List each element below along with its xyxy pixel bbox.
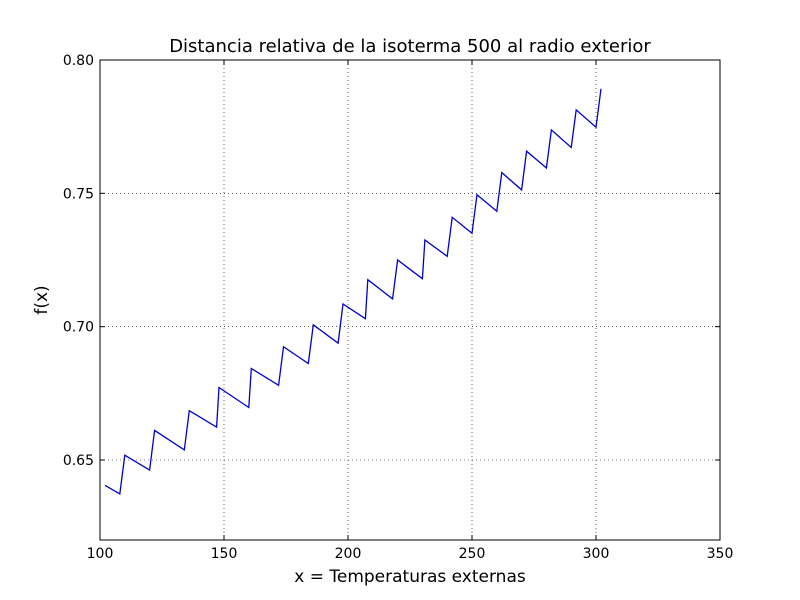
x-tick-label: 250	[459, 546, 486, 562]
x-tick-label: 300	[583, 546, 610, 562]
series-layer	[104, 88, 602, 495]
ticks: 100 150 200 250 300 350 0.65 0.70 0.75 0.80	[63, 53, 734, 562]
x-tick-label: 200	[335, 546, 362, 562]
y-axis-title: f(x)	[32, 285, 52, 314]
series-line	[104, 88, 602, 495]
x-tick-label: 350	[707, 546, 734, 562]
y-tick-label: 0.75	[63, 186, 94, 202]
x-tick-label: 150	[211, 546, 238, 562]
y-tick-label: 0.70	[63, 320, 94, 336]
chart-title: Distancia relativa de la isoterma 500 al…	[169, 36, 651, 57]
grid	[100, 60, 720, 540]
plot-frame	[99, 59, 721, 541]
y-tick-label: 0.65	[63, 453, 94, 469]
y-tick-label: 0.80	[63, 53, 94, 69]
x-tick-label: 100	[87, 546, 114, 562]
x-axis-title: x = Temperaturas externas	[294, 567, 526, 587]
